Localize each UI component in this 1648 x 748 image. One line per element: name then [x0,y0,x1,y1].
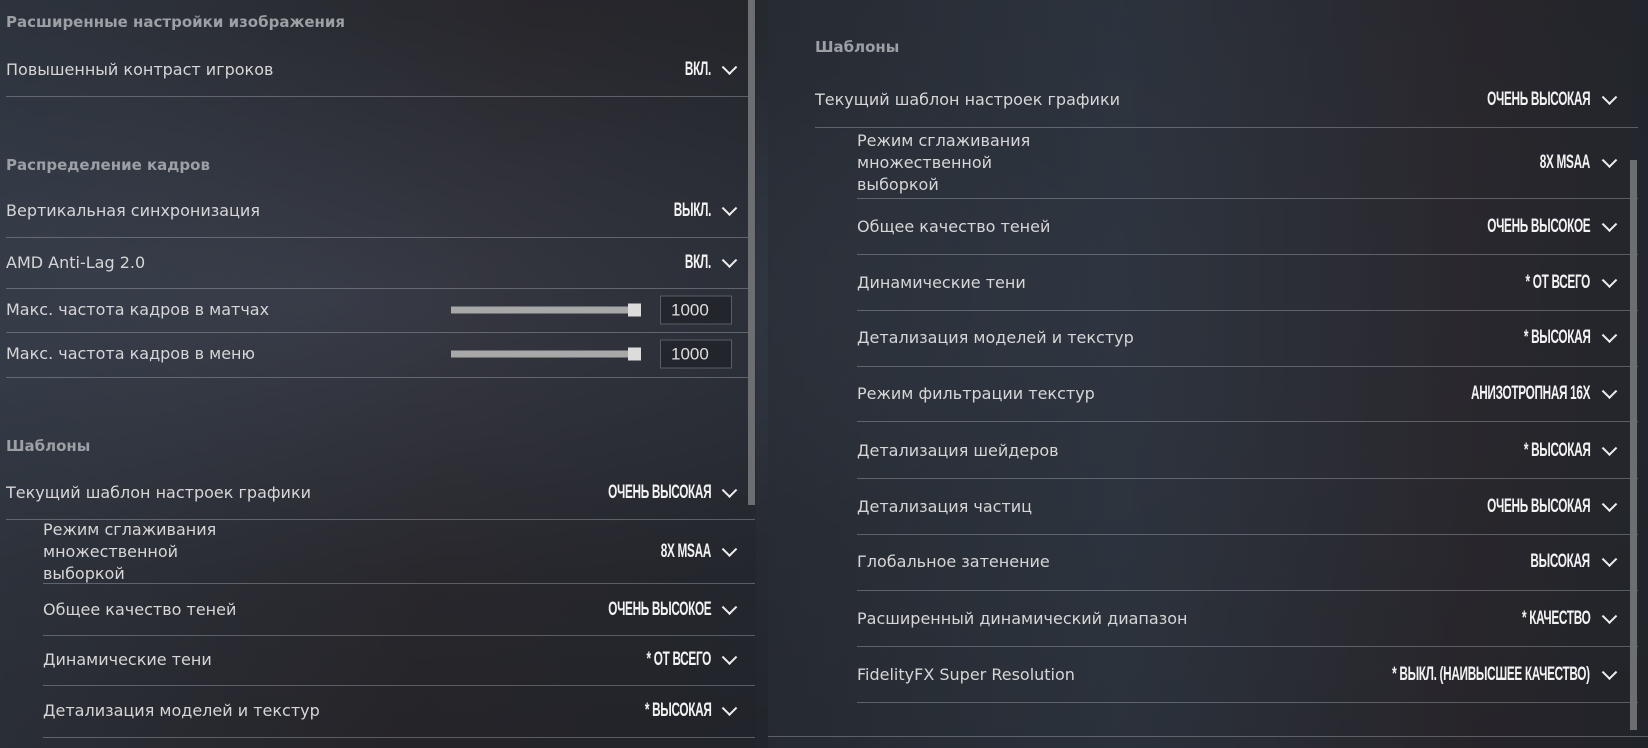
panel-bottom-divider [768,736,1648,737]
chevron-down-icon[interactable] [1601,272,1618,289]
setting-label: Текущий шаблон настроек графики [6,483,312,502]
section-heading: Распределение кадров [6,156,210,174]
row-divider [857,421,1638,422]
chevron-down-icon[interactable] [1601,89,1618,106]
setting-value-dropdown[interactable]: * ВЫСОКАЯ [1523,327,1590,348]
section-heading: Шаблоны [815,38,900,56]
frame-rate-slider[interactable] [451,347,641,361]
setting-value-dropdown[interactable]: ВЫКЛ. [673,200,712,221]
frame-rate-slider[interactable] [451,303,641,317]
setting-label: Общее качество теней [857,217,1051,236]
setting-label: Вертикальная синхронизация [6,201,260,220]
left-settings-panel: Расширенные настройки изображения Повышен… [0,0,756,748]
setting-label: Общее качество теней [43,600,237,619]
setting-label: Текущий шаблон настроек графики [815,90,1121,109]
section-heading: Шаблоны [6,437,91,455]
setting-value-dropdown[interactable]: 8X MSAA [1539,152,1591,173]
row-divider [857,590,1638,591]
chevron-down-icon[interactable] [721,252,738,269]
setting-label: Детализация моделей и текстур [857,328,1134,347]
chevron-down-icon[interactable] [1601,216,1618,233]
row-divider [43,635,755,636]
scrollbar[interactable] [1630,160,1637,730]
row-divider [857,366,1638,367]
setting-label: Макс. частота кадров в матчах [6,300,270,319]
setting-label: FidelityFX Super Resolution [857,665,1075,684]
setting-value-dropdown[interactable]: ОЧЕНЬ ВЫСОКАЯ [607,482,711,503]
row-divider [43,583,755,584]
right-settings-panel: Шаблоны Текущий шаблон настроек графики ОЧ… [768,0,1648,748]
setting-label: Динамические тени [43,650,212,669]
chevron-down-icon[interactable] [721,649,738,666]
row-divider [6,332,755,333]
chevron-down-icon[interactable] [1601,551,1618,568]
row-divider [6,237,755,238]
chevron-down-icon[interactable] [1601,383,1618,400]
setting-label: Режим сглаживания множественной выборкой [857,131,1031,194]
setting-value-dropdown[interactable]: ВЫСОКАЯ [1530,551,1591,572]
chevron-down-icon[interactable] [721,599,738,616]
setting-value-dropdown[interactable]: АНИЗОТРОПНАЯ 16X [1470,383,1590,404]
setting-value-dropdown[interactable]: ОЧЕНЬ ВЫСОКАЯ [1486,89,1590,110]
setting-label: AMD Anti-Lag 2.0 [6,253,146,272]
row-divider [6,96,755,97]
row-divider [815,127,1638,128]
row-divider [6,288,755,289]
chevron-down-icon[interactable] [721,541,738,558]
setting-value-dropdown[interactable]: ОЧЕНЬ ВЫСОКАЯ [1486,496,1590,517]
row-divider [857,534,1638,535]
setting-value-dropdown[interactable]: ОЧЕНЬ ВЫСОКОЕ [1486,216,1590,237]
chevron-down-icon[interactable] [721,200,738,217]
setting-value-dropdown[interactable]: * ОТ ВСЕГО [1525,272,1591,293]
row-divider [857,310,1638,311]
setting-value-dropdown[interactable]: * ВЫСОКАЯ [1523,440,1590,461]
row-divider [857,702,1638,703]
setting-label: Расширенный динамический диапазон [857,609,1188,628]
chevron-down-icon[interactable] [721,482,738,499]
setting-value-dropdown[interactable]: * КАЧЕСТВО [1521,608,1591,629]
section-heading: Расширенные настройки изображения [6,13,346,31]
setting-value-dropdown[interactable]: 8X MSAA [660,541,712,562]
setting-label: Режим фильтрации текстур [857,384,1095,403]
chevron-down-icon[interactable] [1601,440,1618,457]
setting-value-dropdown[interactable]: ОЧЕНЬ ВЫСОКОЕ [607,599,711,620]
row-divider [6,377,755,378]
chevron-down-icon[interactable] [721,59,738,76]
setting-label: Динамические тени [857,273,1026,292]
slider-handle[interactable] [628,347,641,361]
setting-label: Режим сглаживания множественной выборкой [43,520,217,583]
chevron-down-icon[interactable] [1601,664,1618,681]
setting-value-dropdown[interactable]: ВКЛ. [684,59,711,80]
setting-label: Детализация моделей и текстур [43,701,320,720]
setting-value-dropdown[interactable]: * ОТ ВСЕГО [646,649,712,670]
slider-handle[interactable] [628,303,641,317]
setting-label: Макс. частота кадров в меню [6,344,255,363]
row-divider [43,737,755,738]
chevron-down-icon[interactable] [1601,327,1618,344]
chevron-down-icon[interactable] [1601,496,1618,513]
row-divider [857,198,1638,199]
chevron-down-icon[interactable] [1601,608,1618,625]
scrollbar[interactable] [748,0,755,505]
setting-label: Детализация шейдеров [857,441,1059,460]
row-divider [6,519,755,520]
setting-value-dropdown[interactable]: * ВЫКЛ. (НАИВЫСШЕЕ КАЧЕСТВО) [1392,664,1590,685]
chevron-down-icon[interactable] [721,700,738,717]
chevron-down-icon[interactable] [1601,152,1618,169]
setting-label: Повышенный контраст игроков [6,60,274,79]
frame-rate-input[interactable]: 1000 [660,295,732,325]
row-divider [857,254,1638,255]
row-divider [857,646,1638,647]
setting-label: Детализация частиц [857,497,1033,516]
row-divider [43,685,755,686]
setting-value-dropdown[interactable]: ВКЛ. [684,252,711,273]
setting-label: Глобальное затенение [857,552,1050,571]
frame-rate-input[interactable]: 1000 [660,339,732,369]
row-divider [857,478,1638,479]
setting-value-dropdown[interactable]: * ВЫСОКАЯ [644,700,711,721]
